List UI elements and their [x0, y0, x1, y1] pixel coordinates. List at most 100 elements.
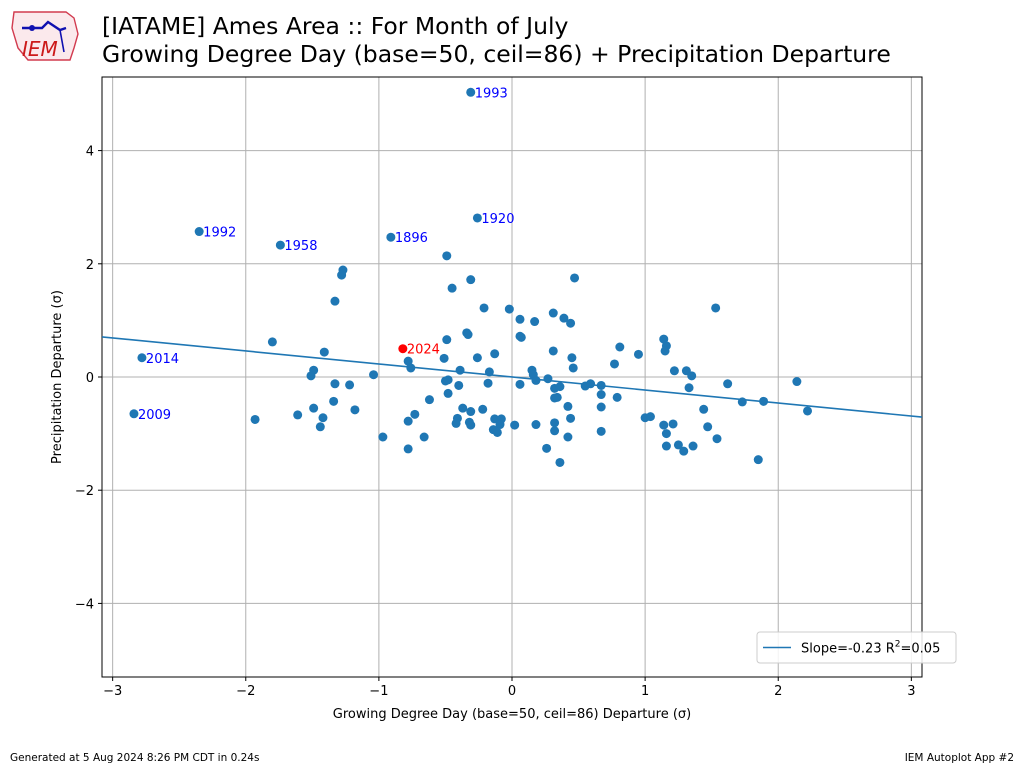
data-point [563, 432, 573, 442]
data-point [684, 383, 694, 393]
highlight-point [398, 344, 408, 354]
x-tick-label: −2 [236, 684, 255, 699]
data-point [610, 359, 619, 369]
data-point [548, 308, 558, 318]
labeled-data-point [137, 353, 147, 363]
data-point [550, 426, 560, 436]
data-point [659, 420, 669, 430]
data-point [661, 429, 671, 439]
data-point [596, 426, 606, 436]
title-line-2: Growing Degree Day (base=50, ceil=86) + … [102, 40, 891, 68]
data-point [596, 402, 606, 412]
data-point [458, 403, 468, 413]
data-point [463, 330, 473, 340]
data-point [559, 313, 569, 323]
data-point [703, 422, 713, 432]
x-tick-label: 0 [508, 684, 516, 699]
data-point [548, 346, 558, 356]
data-point [550, 393, 560, 403]
logo-text: IEM [22, 37, 58, 61]
data-point [530, 317, 540, 327]
data-point [466, 420, 476, 430]
y-tick-label: −2 [75, 484, 94, 499]
data-point [442, 251, 452, 261]
data-point [466, 275, 476, 285]
labeled-data-point [275, 240, 285, 250]
data-point [753, 455, 763, 465]
data-point [466, 407, 476, 417]
y-axis-label: Precipitation Departure (σ) [50, 290, 65, 464]
data-point [531, 375, 541, 385]
data-point [443, 375, 453, 385]
legend-box [756, 631, 957, 664]
data-point [492, 427, 502, 437]
data-point [687, 371, 697, 381]
data-point [723, 379, 733, 389]
data-point [378, 432, 388, 442]
data-point [661, 441, 671, 451]
data-point [699, 404, 709, 414]
data-point [563, 401, 573, 411]
data-point [516, 332, 526, 342]
x-tick-label: 2 [774, 684, 782, 699]
data-point [673, 440, 683, 450]
year-label: 1896 [395, 231, 428, 246]
y-tick-label: 4 [86, 145, 94, 160]
data-point [479, 303, 489, 313]
data-point [495, 420, 505, 430]
data-point [315, 422, 325, 432]
x-tick-label: 1 [641, 684, 649, 699]
data-point [542, 443, 552, 453]
data-point [615, 342, 625, 352]
data-point [406, 363, 416, 373]
data-point [596, 390, 606, 400]
year-label: 2014 [146, 352, 179, 367]
data-point [633, 349, 643, 359]
labeled-data-point [194, 227, 204, 237]
data-point [267, 337, 277, 347]
data-point [454, 380, 464, 390]
title-line-1: [IATAME] Ames Area :: For Month of July [102, 12, 569, 40]
data-point [659, 334, 669, 344]
data-point [403, 416, 413, 426]
footer-app: IEM Autoplot App #2 [904, 752, 1014, 764]
data-point [337, 270, 347, 280]
data-point [319, 347, 329, 357]
data-point [410, 409, 420, 419]
data-point [586, 379, 596, 389]
data-point [329, 396, 339, 406]
labeled-data-point [386, 232, 396, 242]
labeled-data-point [472, 213, 482, 223]
data-point [369, 370, 379, 380]
data-point [550, 418, 560, 428]
data-point [424, 395, 434, 405]
data-point [555, 457, 565, 467]
data-point [443, 388, 453, 398]
data-point [478, 404, 488, 414]
data-point [566, 318, 576, 328]
data-point [711, 303, 721, 313]
data-point [792, 377, 802, 387]
data-point [318, 413, 328, 423]
data-point [712, 434, 722, 444]
data-point [570, 273, 580, 283]
data-point [403, 444, 413, 454]
data-point [668, 419, 678, 429]
data-point [484, 367, 494, 377]
data-point [490, 414, 500, 424]
year-label: 1958 [284, 239, 317, 254]
data-point [439, 353, 449, 363]
y-tick-label: 2 [86, 258, 94, 273]
data-point [510, 420, 520, 430]
year-label: 2009 [138, 408, 171, 423]
legend-label: Slope=-0.23 R2=0.05 [801, 640, 940, 657]
data-point [451, 418, 461, 428]
data-point [669, 366, 679, 376]
chart-title: [IATAME] Ames Area :: For Month of July … [102, 12, 891, 68]
data-point [737, 397, 747, 407]
data-point [555, 382, 565, 392]
data-point [660, 346, 670, 356]
data-point [515, 379, 525, 389]
data-point [759, 396, 769, 406]
